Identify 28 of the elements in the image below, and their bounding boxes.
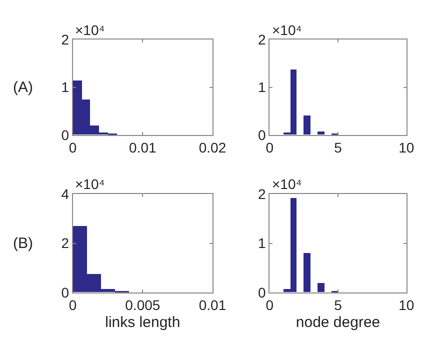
x-tick-label: 10 bbox=[398, 140, 414, 156]
x-tick-label: 5 bbox=[334, 140, 342, 156]
y-tick-label: 2 bbox=[61, 235, 70, 252]
x-tick-label: 0.01 bbox=[129, 140, 156, 156]
text: ×10⁴ bbox=[75, 22, 105, 38]
y-tick-label: 4 bbox=[61, 186, 70, 202]
x-tick-label: 10 bbox=[398, 297, 414, 314]
x-tick-label: 0.01 bbox=[198, 297, 226, 314]
y-tick-label: 1 bbox=[258, 235, 266, 252]
text: (B) bbox=[13, 235, 33, 252]
y-tick-label: 1 bbox=[258, 79, 266, 96]
x-axis-title: node degree bbox=[296, 314, 380, 332]
y-tick-label: 0 bbox=[61, 284, 70, 300]
x-tick-label: 5 bbox=[334, 297, 342, 314]
x-axis-title: links length bbox=[105, 314, 180, 332]
text: ×10⁴ bbox=[75, 176, 105, 192]
text: ×10⁴ bbox=[272, 176, 302, 192]
text: (A) bbox=[13, 79, 33, 96]
y-tick-label: 1 bbox=[61, 79, 70, 96]
y-tick-label: 0 bbox=[61, 126, 70, 143]
y-tick-label: 0 bbox=[258, 126, 266, 143]
text: ×10⁴ bbox=[272, 22, 302, 38]
y-tick-label: 2 bbox=[258, 32, 266, 48]
y-tick-label: 2 bbox=[258, 186, 266, 202]
y-tick-label: 2 bbox=[61, 32, 70, 48]
y-tick-label: 0 bbox=[258, 284, 266, 300]
x-tick-label: 0.02 bbox=[198, 140, 226, 156]
x-tick-label: 0.005 bbox=[125, 297, 160, 314]
